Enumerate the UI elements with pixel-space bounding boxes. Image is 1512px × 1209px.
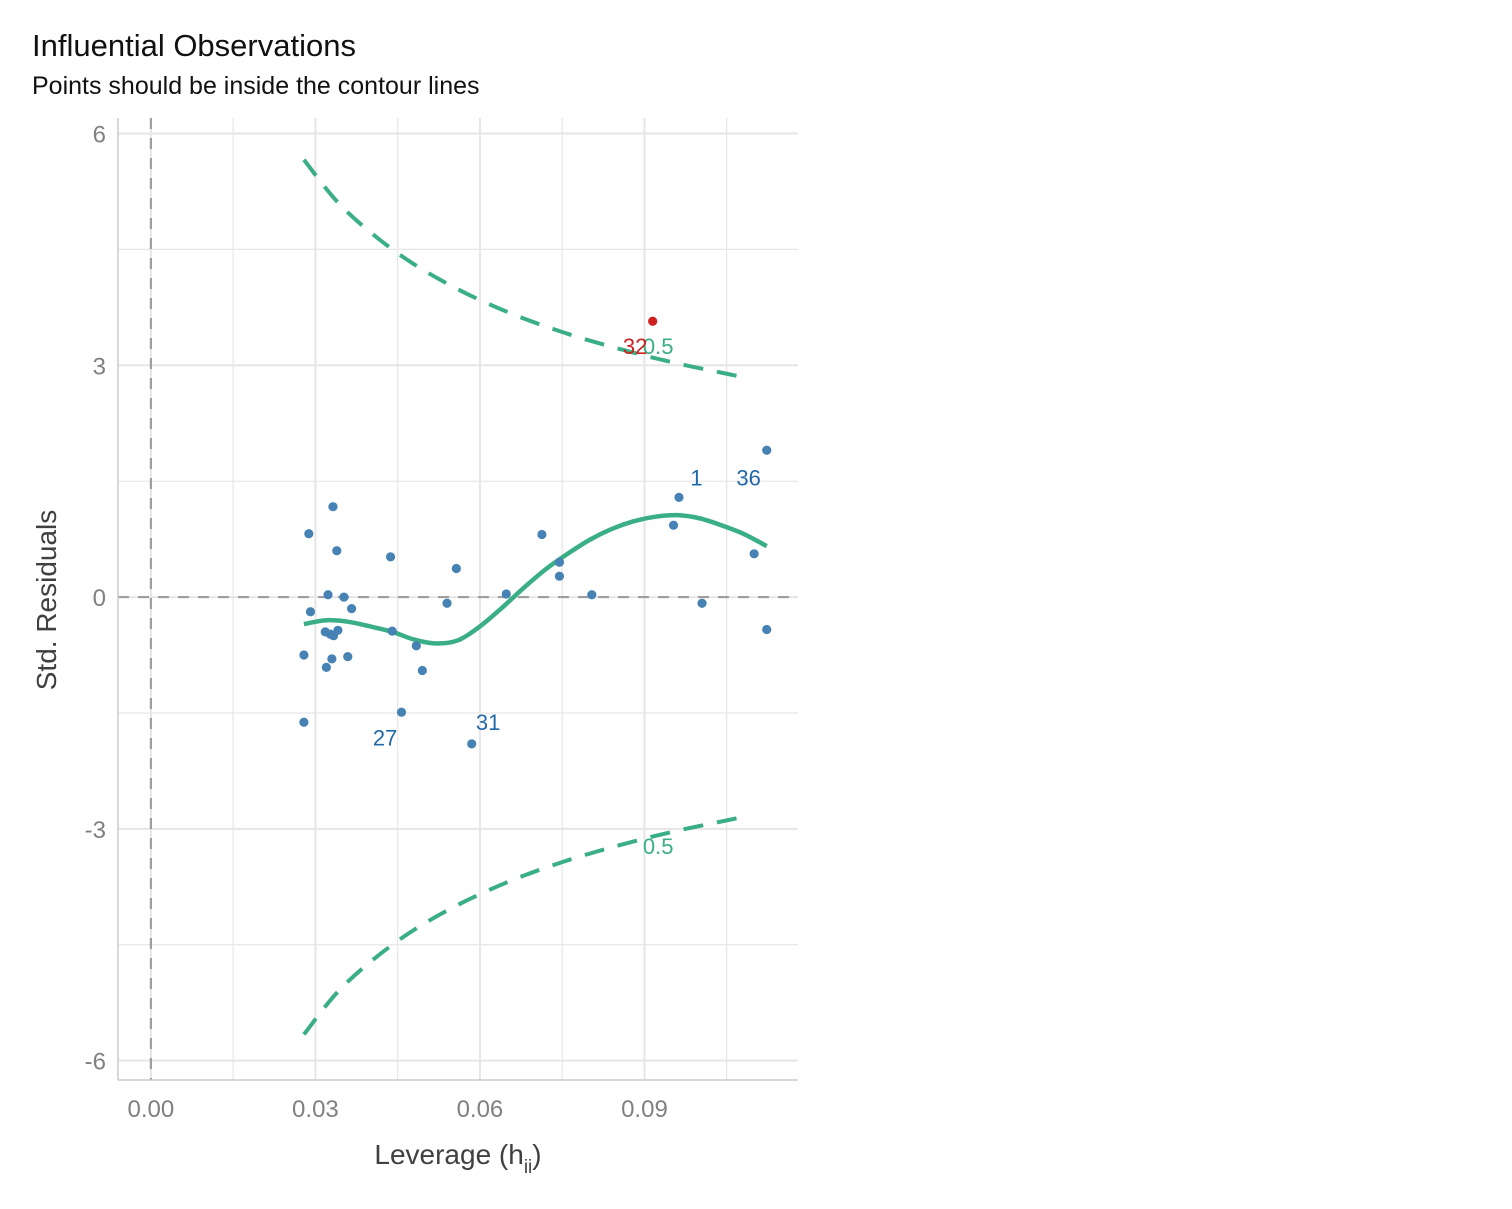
chart-title: Influential Observations [32,28,356,63]
data-point [762,445,772,455]
data-point [668,520,679,530]
data-point [762,624,772,635]
data-point [442,598,452,608]
data-point [343,651,353,662]
observation-label: 31 [476,710,500,735]
contour-line-lower [302,813,750,1036]
loess-smooth-line [303,512,768,646]
data-point [328,502,338,512]
data-point [697,598,707,608]
data-point [417,665,427,676]
data-point [396,707,407,717]
data-point [299,717,309,727]
data-point [333,625,343,635]
observation-label: 36 [736,465,760,490]
data-point [305,607,316,617]
data-point [467,739,477,749]
data-point [554,557,565,567]
data-point [749,549,759,559]
observation-label: 1 [690,465,702,490]
x-axis-title: Leverage (hii) [374,1139,541,1178]
y-tick-label: 3 [93,353,106,380]
y-tick-label: 0 [93,585,106,612]
x-tick-label: 0.00 [128,1096,175,1123]
data-point [299,650,309,660]
x-tick-label: 0.06 [457,1096,504,1123]
x-tick-label: 0.09 [621,1096,668,1123]
contour-label: 0.5 [643,834,674,859]
observation-label: 27 [373,726,397,751]
data-point [411,641,421,651]
data-point [332,546,342,556]
data-point [339,592,349,602]
y-tick-label: -6 [85,1049,106,1076]
data-point [451,563,461,574]
y-tick-label: -3 [85,817,106,844]
data-point [347,604,357,614]
data-point [537,529,547,540]
contour-line-upper [302,158,750,381]
data-point [554,571,565,581]
contour-label: 0.5 [643,334,674,359]
y-axis-title: Std. Residuals [31,510,62,691]
observation-label: 32 [623,334,647,359]
data-point [323,590,333,600]
y-tick-label: 6 [93,121,106,148]
data-point [587,590,597,600]
data-point [321,662,331,672]
x-tick-label: 0.03 [292,1096,339,1123]
data-point [327,654,337,664]
data-point [501,589,511,599]
influential-point [648,316,658,326]
data-point [674,492,684,502]
data-point [304,529,314,539]
data-point [387,626,397,636]
chart-subtitle: Points should be inside the contour line… [32,72,480,100]
data-point [385,552,396,562]
